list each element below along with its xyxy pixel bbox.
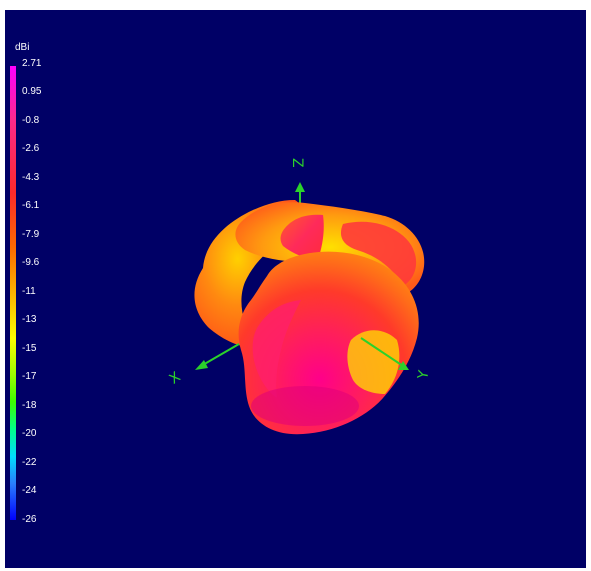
x-axis-label: X bbox=[167, 369, 184, 388]
z-axis-label: Z bbox=[289, 158, 305, 168]
colorbar-tick: -22 bbox=[22, 457, 37, 468]
colorbar-unit-label: dBi bbox=[15, 42, 30, 53]
pattern-right-gap bbox=[347, 330, 400, 394]
colorbar-tick: -9.6 bbox=[22, 257, 40, 268]
pattern-rim-right bbox=[340, 221, 417, 286]
pattern-inner-cup bbox=[280, 214, 324, 262]
colorbar-tick: -0.8 bbox=[22, 115, 40, 126]
radiation-pattern-viewport[interactable]: dBi 2.71 0.95 -0.8 -2.6 -4.3 -6.1 -7.9 -… bbox=[5, 10, 586, 568]
colorbar-tick: -26 bbox=[22, 514, 37, 525]
x-axis bbox=[195, 343, 240, 370]
colorbar-tick: -4.3 bbox=[22, 172, 40, 183]
colorbar-tick: -17 bbox=[22, 371, 37, 382]
colorbar-tick: -6.1 bbox=[22, 200, 40, 211]
colorbar-tick: -2.6 bbox=[22, 143, 40, 154]
colorbar-tick: -24 bbox=[22, 485, 37, 496]
colorbar-tick: 0.95 bbox=[22, 86, 42, 97]
colorbar-tick: -20 bbox=[22, 428, 37, 439]
colorbar-tick: -15 bbox=[22, 343, 37, 354]
colorbar-tick: -7.9 bbox=[22, 229, 40, 240]
y-axis-label: Y bbox=[415, 369, 432, 382]
pattern-bottom-shade bbox=[251, 386, 359, 426]
colorbar-tick: 2.71 bbox=[22, 58, 42, 69]
color-scale-bar bbox=[10, 66, 16, 520]
radiation-pattern-3d-plot[interactable]: Z X Y bbox=[5, 10, 586, 568]
colorbar-tick: -18 bbox=[22, 400, 37, 411]
colorbar-tick: -13 bbox=[22, 314, 37, 325]
y-axis bbox=[360, 337, 409, 370]
colorbar-tick: -11 bbox=[22, 286, 36, 297]
pattern-front-fold bbox=[252, 300, 301, 398]
